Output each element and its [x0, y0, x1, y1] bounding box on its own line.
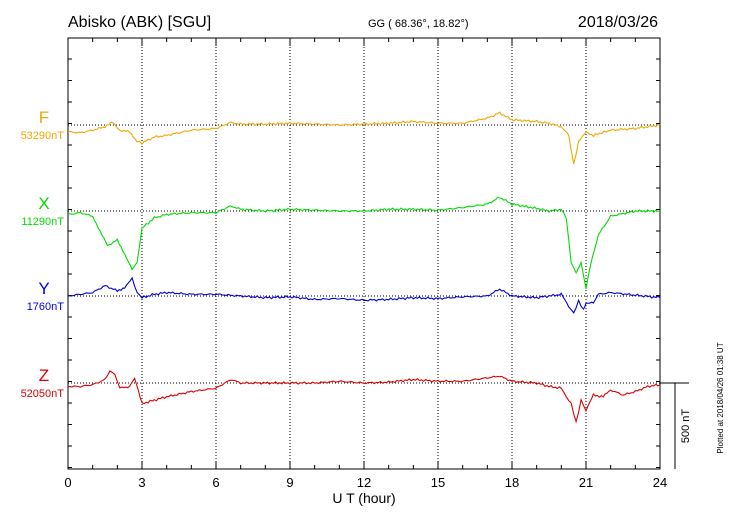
x-tick-labels: 0 3 6 9 12 15 18 21 24: [64, 475, 667, 490]
x-tick-label: 15: [431, 475, 445, 490]
plotted-timestamp: Plotted at 2018/04/26 01:38 UT: [716, 342, 725, 453]
station-coords: GG ( 68.36°, 18.82°): [368, 18, 469, 30]
series-line-f: [67, 111, 661, 165]
series-baseline-z: 52050nT: [21, 388, 65, 400]
x-tick-label: 24: [653, 475, 667, 490]
series-lines: [67, 111, 661, 424]
series-baseline-x: 11290nT: [21, 216, 64, 228]
station-title: Abisko (ABK) [SGU]: [68, 14, 211, 31]
x-tick-label: 0: [64, 475, 71, 490]
scale-bar: 500 nT: [660, 382, 692, 469]
x-tick-label: 9: [286, 475, 293, 490]
series-line-x: [67, 196, 661, 289]
series-labels: F 53290nT X 11290nT Y 1760nT Z 52050nT: [21, 108, 65, 400]
vertical-gridlines: [141, 38, 587, 469]
series-line-y: [67, 276, 661, 314]
series-name-x: X: [38, 194, 49, 213]
series-name-f: F: [39, 108, 49, 127]
x-tick-label: 18: [505, 475, 519, 490]
x-tick-label: 12: [357, 475, 371, 490]
series-name-z: Z: [39, 366, 49, 385]
series-baseline-f: 53290nT: [21, 130, 65, 142]
plot-date: 2018/03/26: [578, 14, 658, 31]
x-tick-label: 6: [212, 475, 219, 490]
scale-label: 500 nT: [680, 409, 692, 444]
axis-ticks: [67, 38, 661, 469]
series-line-z: [67, 370, 661, 424]
x-tick-label: 21: [579, 475, 593, 490]
x-axis-label: U T (hour): [332, 490, 395, 506]
x-tick-label: 3: [138, 475, 145, 490]
series-name-y: Y: [38, 279, 49, 298]
series-baseline-y: 1760nT: [27, 301, 65, 313]
